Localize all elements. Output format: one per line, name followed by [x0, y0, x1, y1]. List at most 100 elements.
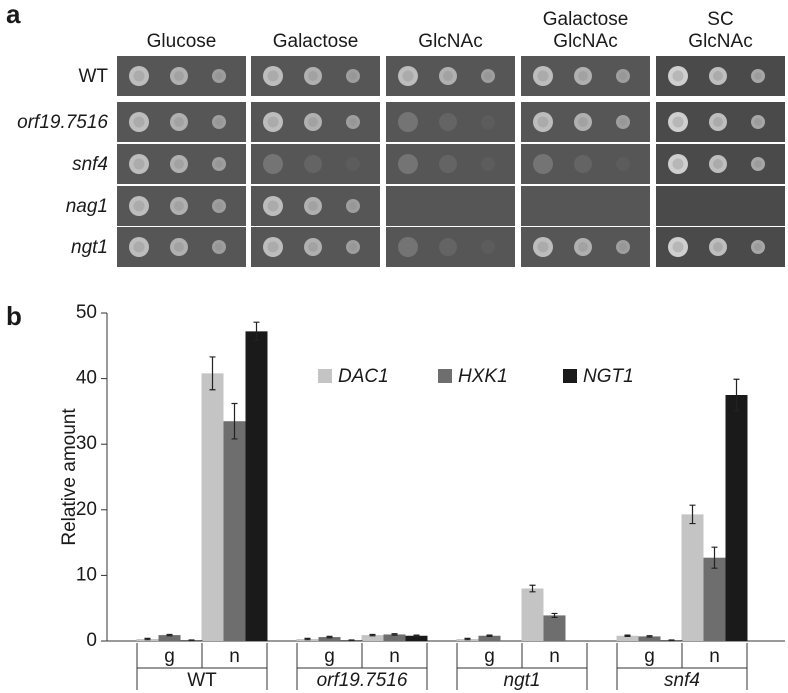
- bar: [318, 637, 341, 641]
- bar: [543, 615, 566, 641]
- colony-texture: [713, 117, 723, 127]
- colony: [346, 199, 360, 213]
- colony-texture: [754, 243, 762, 251]
- colony: [668, 66, 688, 86]
- colony-texture: [537, 241, 549, 253]
- group-label: snf4: [664, 670, 700, 691]
- colony-texture: [308, 117, 318, 127]
- colony: [170, 67, 188, 85]
- colony: [439, 113, 457, 131]
- y-axis-label: Relative amount: [59, 408, 80, 546]
- colony: [212, 69, 226, 83]
- colony-texture: [713, 242, 723, 252]
- x-tick-label: n: [389, 646, 400, 667]
- bar: [478, 635, 501, 641]
- colony: [668, 237, 688, 257]
- y-tick-label: 30: [76, 433, 97, 454]
- bar: [638, 636, 661, 641]
- colony-texture: [754, 160, 762, 168]
- colony-texture: [672, 158, 684, 170]
- legend-label: DAC1: [338, 366, 389, 387]
- panel-label: a: [6, 0, 21, 29]
- bar: [201, 373, 224, 641]
- colony-texture: [215, 160, 223, 168]
- group-label: WT: [187, 670, 217, 691]
- colony: [346, 115, 360, 129]
- colony: [263, 66, 283, 86]
- colony-texture: [349, 243, 357, 251]
- legend-label: NGT1: [583, 366, 634, 387]
- colony-texture: [215, 72, 223, 80]
- colony: [170, 238, 188, 256]
- error-bar: [144, 637, 151, 641]
- colony-texture: [672, 116, 684, 128]
- bar: [223, 421, 246, 641]
- error-bar: [624, 634, 631, 638]
- group-label: ngt1: [504, 670, 541, 691]
- colony-texture: [484, 72, 492, 80]
- row-label: nag1: [66, 196, 108, 217]
- colony: [616, 240, 630, 254]
- colony: [304, 113, 322, 131]
- error-bar: [348, 639, 355, 642]
- colony-texture: [133, 200, 145, 212]
- error-bar: [529, 584, 536, 593]
- colony: [170, 197, 188, 215]
- colony: [439, 155, 457, 173]
- colony: [533, 112, 553, 132]
- colony-texture: [672, 241, 684, 253]
- error-bar: [391, 633, 398, 636]
- bar: [521, 588, 544, 641]
- colony-texture: [308, 242, 318, 252]
- error-bar: [646, 635, 653, 638]
- colony: [129, 154, 149, 174]
- colony-texture: [133, 116, 145, 128]
- x-tick-label: g: [164, 646, 175, 667]
- colony-texture: [619, 118, 627, 126]
- colony: [212, 199, 226, 213]
- colony: [346, 157, 360, 171]
- colony: [304, 238, 322, 256]
- colony: [616, 69, 630, 83]
- colony: [751, 240, 765, 254]
- plate: [386, 186, 515, 226]
- y-tick-label: 0: [86, 630, 97, 651]
- colony-texture: [267, 70, 279, 82]
- colony: [304, 67, 322, 85]
- x-tick-label: n: [709, 646, 720, 667]
- colony: [170, 155, 188, 173]
- error-bar: [689, 504, 696, 525]
- colony: [170, 113, 188, 131]
- colony: [304, 197, 322, 215]
- colony: [481, 115, 495, 129]
- plate: [386, 227, 515, 267]
- colony: [616, 157, 630, 171]
- error-bar: [668, 639, 675, 642]
- bar: [245, 331, 268, 641]
- colony-texture: [267, 200, 279, 212]
- error-bar: [166, 633, 173, 637]
- colony: [751, 115, 765, 129]
- colony: [129, 237, 149, 257]
- legend-swatch: [563, 369, 577, 383]
- bar: [703, 557, 726, 641]
- error-bar: [464, 637, 471, 641]
- colony: [574, 67, 592, 85]
- colony: [263, 196, 283, 216]
- colony: [304, 155, 322, 173]
- colony: [533, 66, 553, 86]
- plate: [656, 186, 785, 226]
- legend-label: HXK1: [458, 366, 508, 387]
- colony: [129, 112, 149, 132]
- colony-texture: [174, 159, 184, 169]
- group-label: orf19.7516: [317, 670, 408, 691]
- colony: [398, 237, 418, 257]
- colony: [668, 112, 688, 132]
- colony-texture: [578, 71, 588, 81]
- colony: [574, 155, 592, 173]
- colony-texture: [215, 243, 223, 251]
- column-header: SC: [707, 9, 733, 30]
- column-header: GlcNAc: [553, 31, 617, 52]
- colony: [439, 238, 457, 256]
